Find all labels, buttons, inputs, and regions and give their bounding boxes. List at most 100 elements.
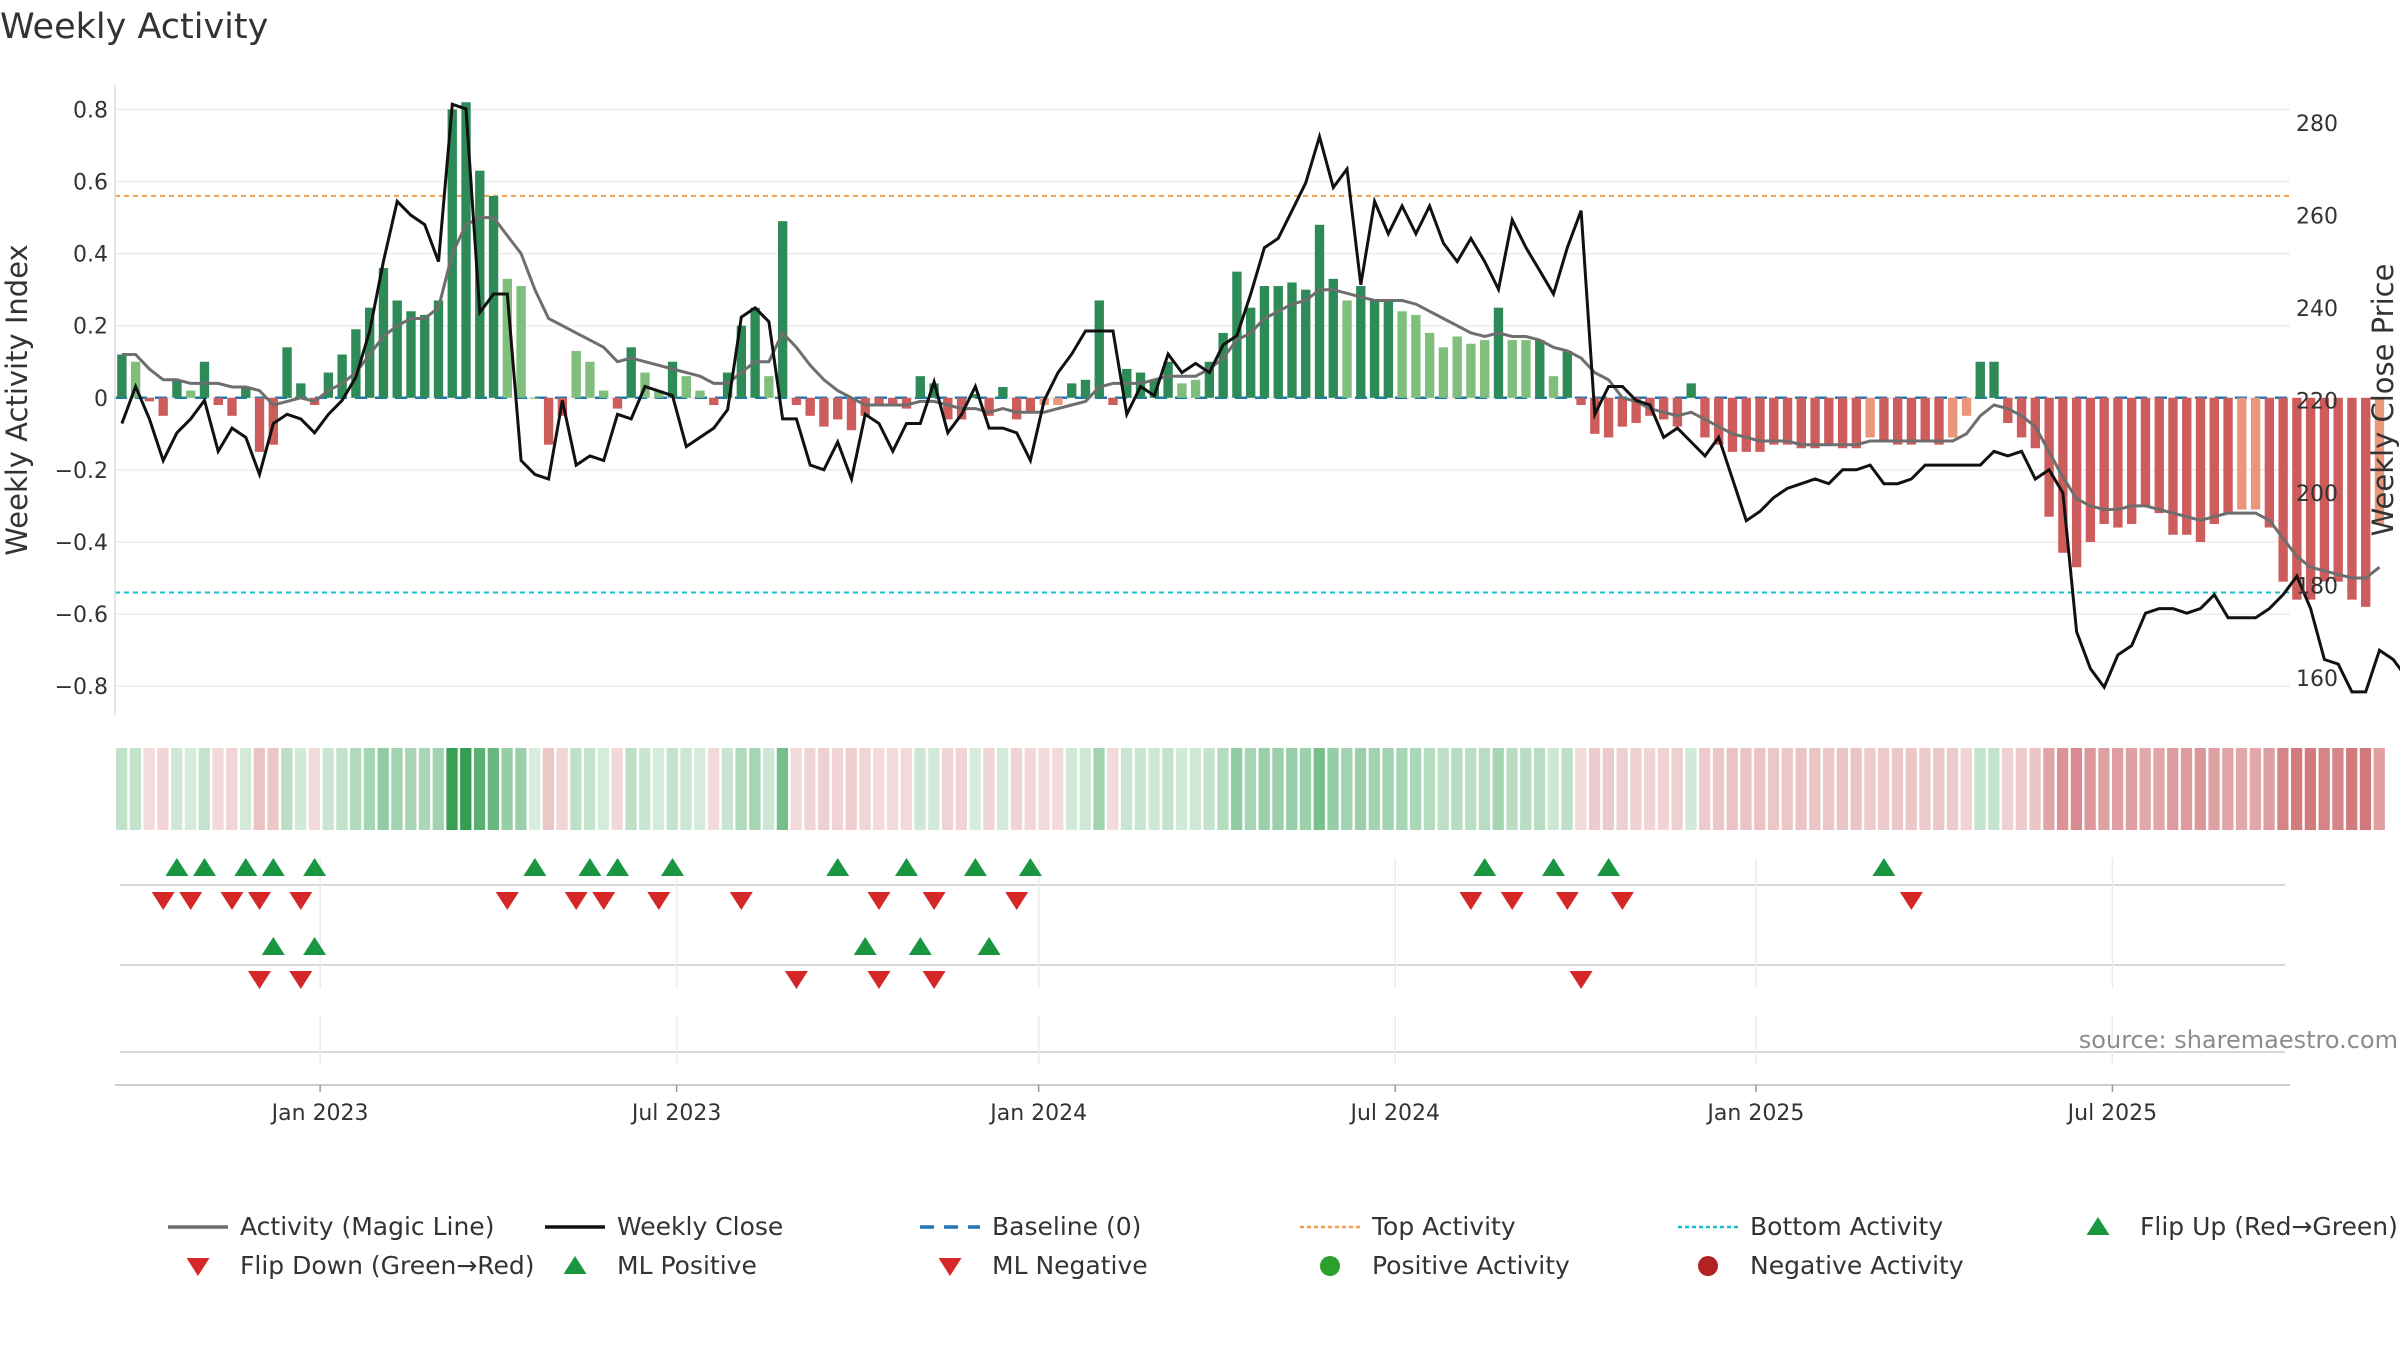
strip-cell (253, 748, 265, 830)
strip-cell (900, 748, 912, 830)
activity-bar (2127, 397, 2137, 524)
strip-cell (2001, 748, 2014, 830)
activity-bar (1177, 383, 1187, 398)
strip-cell (2015, 748, 2027, 830)
strip-cell (267, 748, 279, 830)
strip-cell (1726, 748, 1738, 830)
flip-up-marker (578, 858, 602, 876)
activity-bar (1094, 300, 1104, 398)
activity-bar (2182, 397, 2192, 535)
strip-cell (1244, 748, 1257, 830)
flip-down-marker (922, 892, 946, 910)
strip-cell (418, 748, 431, 830)
strip-cell (2373, 748, 2385, 830)
strip-cell (735, 748, 747, 830)
activity-bar (1824, 397, 1834, 445)
x-tick-label: Jul 2025 (2066, 1101, 2158, 1126)
flip-down-marker (1500, 892, 1524, 910)
strip-cell (1382, 748, 1394, 830)
activity-bar (1356, 286, 1366, 398)
strip-cell (1712, 748, 1725, 830)
flip-down-marker (248, 892, 271, 910)
strip-cell (1409, 748, 1422, 830)
y-tick-label: −0.6 (55, 603, 108, 628)
activity-bar (337, 354, 347, 398)
strip-cell (2359, 748, 2372, 830)
activity-bar (1769, 397, 1779, 445)
ml-positive-marker (977, 937, 1001, 955)
activity-bar (819, 397, 829, 427)
strip-cell (694, 748, 706, 830)
activity-bar (2292, 397, 2302, 600)
activity-bar (158, 397, 168, 416)
strip-cell (1465, 748, 1477, 830)
flip-down-marker (179, 892, 203, 910)
strip-cell (997, 748, 1009, 830)
activity-bar (1383, 300, 1394, 398)
activity-bar (1411, 314, 1421, 398)
legend-label: Positive Activity (1372, 1251, 1570, 1280)
flip-down-marker (564, 892, 588, 910)
strip-cell (1630, 748, 1642, 830)
activity-bar (915, 376, 925, 398)
activity-bar (626, 347, 636, 398)
activity-heat-strip (116, 748, 2385, 830)
strip-cell (2194, 748, 2206, 830)
flip-down-marker (1899, 892, 1923, 910)
strip-cell (1671, 748, 1683, 830)
activity-bar (1480, 340, 1490, 398)
strip-cell (363, 748, 376, 830)
legend-item: ML Negative (938, 1251, 1148, 1280)
activity-bar (750, 307, 760, 398)
activity-bar (213, 397, 223, 405)
strip-cell (515, 748, 527, 830)
activity-bar (1810, 397, 1820, 449)
strip-cell (2180, 748, 2193, 830)
strip-cell (1079, 748, 1091, 830)
activity-bar (1342, 300, 1352, 398)
ml-negative-marker (922, 971, 946, 989)
activity-bar (2319, 397, 2330, 582)
activity-bar (1190, 379, 1201, 398)
strip-cell (873, 748, 885, 830)
activity-bar (777, 221, 788, 398)
activity-bar (1961, 397, 1972, 416)
strip-cell (2084, 748, 2096, 830)
activity-bar (791, 397, 802, 405)
activity-bar (1727, 397, 1738, 452)
strip-cell (294, 748, 307, 830)
strip-cell (2153, 748, 2165, 830)
strip-cell (1891, 748, 1904, 830)
strip-cell (1286, 748, 1298, 830)
flip-up-marker (1473, 858, 1497, 876)
legend-item: Bottom Activity (1678, 1212, 1943, 1241)
strip-cell (1148, 748, 1160, 830)
strip-cell (239, 748, 252, 830)
strip-cell (336, 748, 348, 830)
activity-bar (2003, 397, 2013, 424)
activity-bar (475, 170, 485, 398)
strip-cell (597, 748, 610, 830)
strip-cell (2139, 748, 2151, 830)
strip-cell (1919, 748, 1931, 830)
strip-cell (1437, 748, 1449, 830)
activity-bar (2113, 397, 2123, 528)
x-tick-label: Jan 2025 (1705, 1101, 1804, 1126)
activity-bar (227, 397, 237, 416)
strip-cell (1203, 748, 1215, 830)
activity-bar (1562, 350, 1572, 398)
strip-cell (1602, 748, 1614, 830)
activity-bar (667, 361, 678, 398)
strip-cell (501, 748, 513, 830)
activity-bar (433, 300, 444, 398)
y-axis-title: Weekly Activity Index (0, 244, 34, 555)
activity-bar (585, 361, 595, 398)
strip-cell (1038, 748, 1050, 830)
strip-cell (1575, 748, 1587, 830)
activity-bar (1314, 224, 1325, 398)
activity-bar (2071, 397, 2082, 568)
activity-bar (1259, 286, 1270, 398)
strip-cell (1905, 748, 1917, 830)
activity-bar (1025, 397, 1036, 413)
